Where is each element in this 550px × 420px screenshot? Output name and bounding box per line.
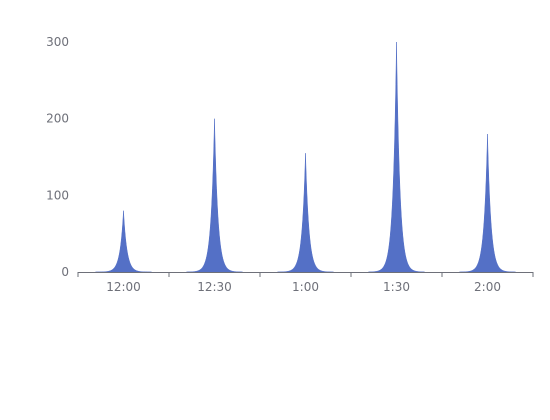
y-tick-label: 200 xyxy=(46,112,69,126)
series-layer xyxy=(95,41,516,273)
area-spike xyxy=(459,133,516,273)
y-axis: 0 100 200 300 xyxy=(46,35,69,279)
x-tick-label: 2:00 xyxy=(474,280,501,294)
area-spike xyxy=(368,41,425,273)
area-spike xyxy=(95,210,152,273)
x-axis: 12:00 12:30 1:00 1:30 2:00 xyxy=(77,272,534,294)
area-spike xyxy=(186,118,243,273)
y-tick-label: 300 xyxy=(46,35,69,49)
area-spike xyxy=(277,153,334,273)
x-tick-label: 12:30 xyxy=(197,280,232,294)
x-tick-label: 1:30 xyxy=(383,280,410,294)
y-tick-label: 100 xyxy=(46,188,69,202)
y-tick-label: 0 xyxy=(61,265,69,279)
x-tick-label: 1:00 xyxy=(292,280,319,294)
x-tick-label: 12:00 xyxy=(106,280,141,294)
